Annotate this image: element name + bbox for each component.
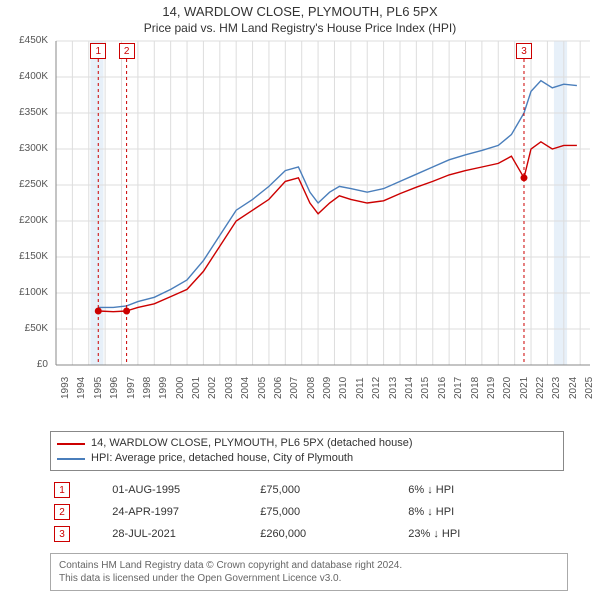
x-axis-label: 2012 bbox=[371, 385, 382, 399]
x-axis-label: 2024 bbox=[568, 385, 579, 399]
legend-swatch-red bbox=[57, 443, 85, 445]
x-axis-label: 2015 bbox=[420, 385, 431, 399]
x-axis-label: 2002 bbox=[207, 385, 218, 399]
x-axis-label: 1994 bbox=[76, 385, 87, 399]
y-axis-label: £300K bbox=[8, 143, 48, 154]
transaction-hpi-diff: 6% ↓ HPI bbox=[404, 479, 550, 501]
footer-attribution: Contains HM Land Registry data © Crown c… bbox=[50, 553, 568, 591]
table-row: 2 24-APR-1997£75,0008% ↓ HPI bbox=[50, 501, 550, 523]
x-axis-label: 2000 bbox=[175, 385, 186, 399]
x-axis-label: 2014 bbox=[404, 385, 415, 399]
transaction-price: £260,000 bbox=[256, 523, 404, 545]
transaction-price: £75,000 bbox=[256, 501, 404, 523]
transaction-hpi-diff: 23% ↓ HPI bbox=[404, 523, 550, 545]
x-axis-label: 2017 bbox=[453, 385, 464, 399]
transaction-date: 24-APR-1997 bbox=[108, 501, 256, 523]
chart-svg bbox=[0, 35, 600, 425]
x-axis-label: 1995 bbox=[93, 385, 104, 399]
x-axis-label: 2006 bbox=[273, 385, 284, 399]
x-axis-label: 2001 bbox=[191, 385, 202, 399]
legend: 14, WARDLOW CLOSE, PLYMOUTH, PL6 5PX (de… bbox=[50, 431, 564, 471]
legend-row-blue: HPI: Average price, detached house, City… bbox=[57, 451, 557, 466]
page-title: 14, WARDLOW CLOSE, PLYMOUTH, PL6 5PX bbox=[0, 4, 600, 19]
x-axis-label: 2011 bbox=[355, 385, 366, 399]
y-axis-label: £0 bbox=[8, 359, 48, 370]
x-axis-label: 2025 bbox=[584, 385, 595, 399]
table-row: 3 28-JUL-2021£260,00023% ↓ HPI bbox=[50, 523, 550, 545]
x-axis-label: 2016 bbox=[437, 385, 448, 399]
x-axis-label: 2004 bbox=[240, 385, 251, 399]
transactions-table: 1 01-AUG-1995£75,0006% ↓ HPI 2 24-APR-1997£… bbox=[50, 479, 550, 545]
x-axis-label: 2013 bbox=[388, 385, 399, 399]
y-axis-label: £50K bbox=[8, 323, 48, 334]
x-axis-label: 2021 bbox=[519, 385, 530, 399]
transaction-badge: 1 bbox=[54, 482, 70, 498]
x-axis-label: 2010 bbox=[338, 385, 349, 399]
transaction-date: 01-AUG-1995 bbox=[108, 479, 256, 501]
table-row: 1 01-AUG-1995£75,0006% ↓ HPI bbox=[50, 479, 550, 501]
transaction-date: 28-JUL-2021 bbox=[108, 523, 256, 545]
x-axis-label: 1996 bbox=[109, 385, 120, 399]
transaction-price: £75,000 bbox=[256, 479, 404, 501]
x-axis-label: 2005 bbox=[257, 385, 268, 399]
x-axis-label: 1997 bbox=[126, 385, 137, 399]
y-axis-label: £350K bbox=[8, 107, 48, 118]
transaction-hpi-diff: 8% ↓ HPI bbox=[404, 501, 550, 523]
transaction-badge: 2 bbox=[119, 43, 135, 59]
footer-line2: This data is licensed under the Open Gov… bbox=[59, 572, 559, 585]
x-axis-label: 2018 bbox=[470, 385, 481, 399]
y-axis-label: £250K bbox=[8, 179, 48, 190]
x-axis-label: 2007 bbox=[289, 385, 300, 399]
page-subtitle: Price paid vs. HM Land Registry's House … bbox=[0, 21, 600, 35]
x-axis-label: 1993 bbox=[60, 385, 71, 399]
x-axis-label: 2023 bbox=[551, 385, 562, 399]
x-axis-label: 2020 bbox=[502, 385, 513, 399]
x-axis-label: 2003 bbox=[224, 385, 235, 399]
x-axis-label: 2009 bbox=[322, 385, 333, 399]
legend-label-red: 14, WARDLOW CLOSE, PLYMOUTH, PL6 5PX (de… bbox=[91, 436, 413, 451]
y-axis-label: £450K bbox=[8, 35, 48, 46]
x-axis-label: 1998 bbox=[142, 385, 153, 399]
y-axis-label: £200K bbox=[8, 215, 48, 226]
x-axis-label: 2022 bbox=[535, 385, 546, 399]
legend-row-red: 14, WARDLOW CLOSE, PLYMOUTH, PL6 5PX (de… bbox=[57, 436, 557, 451]
chart-area: £0 £50K £100K £150K £200K £250K £300K £350K £400… bbox=[0, 35, 600, 425]
footer-line1: Contains HM Land Registry data © Crown c… bbox=[59, 559, 559, 572]
transaction-badge: 3 bbox=[54, 526, 70, 542]
y-axis-label: £400K bbox=[8, 71, 48, 82]
x-axis-label: 1999 bbox=[158, 385, 169, 399]
transaction-badge: 1 bbox=[90, 43, 106, 59]
transaction-badge: 2 bbox=[54, 504, 70, 520]
transaction-badge: 3 bbox=[516, 43, 532, 59]
y-axis-label: £150K bbox=[8, 251, 48, 262]
legend-label-blue: HPI: Average price, detached house, City… bbox=[91, 451, 353, 466]
x-axis-label: 2008 bbox=[306, 385, 317, 399]
legend-swatch-blue bbox=[57, 458, 85, 460]
y-axis-label: £100K bbox=[8, 287, 48, 298]
x-axis-label: 2019 bbox=[486, 385, 497, 399]
